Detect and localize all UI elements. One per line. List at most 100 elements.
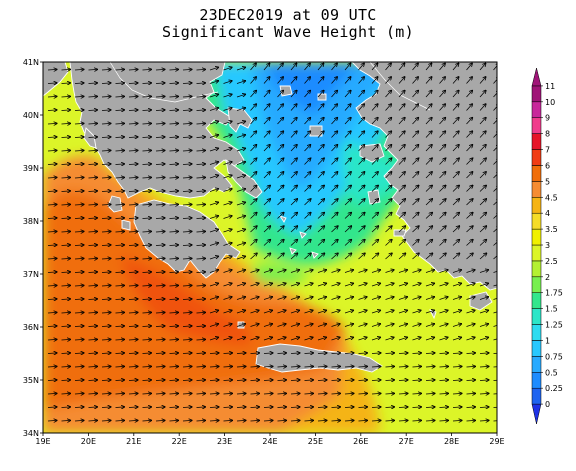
direction-arrow xyxy=(317,131,324,138)
longitude-label: 20E xyxy=(81,437,96,446)
direction-arrow xyxy=(155,69,165,70)
direction-arrow xyxy=(479,145,486,152)
direction-arrow xyxy=(47,191,57,192)
direction-arrow xyxy=(250,420,260,421)
direction-arrow xyxy=(290,297,300,300)
direction-arrow xyxy=(466,337,476,341)
direction-arrow xyxy=(452,158,459,165)
direction-arrow xyxy=(425,393,435,394)
direction-arrow xyxy=(236,366,246,367)
direction-arrow xyxy=(317,199,325,206)
direction-arrow xyxy=(196,177,206,178)
direction-arrow xyxy=(344,353,354,354)
direction-arrow xyxy=(344,324,354,327)
direction-arrow xyxy=(128,380,138,381)
direction-arrow xyxy=(142,299,152,300)
direction-arrow xyxy=(101,339,111,340)
direction-arrow xyxy=(182,69,192,70)
latitude-label: 41N xyxy=(23,58,39,67)
direction-arrow xyxy=(412,324,422,327)
direction-arrow xyxy=(236,189,246,192)
direction-arrow xyxy=(196,191,206,192)
direction-arrow xyxy=(61,353,71,354)
direction-arrow xyxy=(398,185,405,192)
direction-arrow xyxy=(398,239,406,246)
direction-arrow xyxy=(115,245,125,246)
direction-arrow xyxy=(452,283,462,287)
direction-arrow xyxy=(223,337,233,341)
direction-arrow xyxy=(344,366,354,367)
direction-arrow xyxy=(290,310,300,314)
direction-arrow xyxy=(439,337,449,341)
direction-arrow xyxy=(47,231,57,232)
direction-arrow xyxy=(196,123,206,124)
direction-arrow xyxy=(61,231,71,232)
direction-arrow xyxy=(61,326,71,327)
direction-arrow xyxy=(371,407,381,408)
direction-arrow xyxy=(317,239,325,246)
borders xyxy=(109,62,431,111)
direction-arrow xyxy=(493,393,497,395)
direction-arrow xyxy=(88,191,98,192)
direction-arrow xyxy=(425,199,433,206)
direction-arrow xyxy=(479,393,489,394)
colorbar-swatch xyxy=(531,372,542,389)
direction-arrow xyxy=(479,407,489,408)
direction-arrow xyxy=(331,393,341,394)
direction-arrow xyxy=(439,353,449,354)
direction-arrow xyxy=(304,283,314,287)
direction-arrow xyxy=(331,90,338,98)
direction-arrow xyxy=(290,77,297,84)
direction-arrow xyxy=(412,310,422,314)
direction-arrow xyxy=(74,285,84,286)
direction-arrow xyxy=(439,283,449,287)
direction-arrow xyxy=(47,164,57,165)
direction-arrow xyxy=(371,131,378,138)
direction-arrow xyxy=(304,199,312,206)
colorbar-swatch xyxy=(531,181,542,198)
direction-arrow xyxy=(479,212,487,219)
direction-arrow xyxy=(182,231,192,232)
direction-arrow xyxy=(128,258,138,259)
direction-arrow xyxy=(263,117,270,125)
direction-arrow xyxy=(452,145,459,152)
direction-arrow xyxy=(277,90,284,98)
direction-arrow xyxy=(425,253,433,260)
direction-arrow xyxy=(236,216,246,219)
direction-arrow xyxy=(128,353,138,354)
direction-arrow xyxy=(209,243,219,246)
direction-arrow xyxy=(182,366,192,367)
direction-arrow xyxy=(223,148,233,152)
direction-arrow xyxy=(169,150,179,151)
direction-arrow xyxy=(304,353,314,354)
direction-arrow xyxy=(142,69,152,70)
direction-arrow xyxy=(115,123,125,124)
direction-arrow xyxy=(277,172,284,179)
direction-arrow xyxy=(155,150,165,151)
direction-arrow xyxy=(128,204,138,205)
map-area xyxy=(43,62,497,433)
direction-arrow xyxy=(196,299,206,300)
direction-arrow xyxy=(236,202,246,206)
direction-arrow xyxy=(425,172,432,179)
direction-arrow xyxy=(358,212,366,219)
direction-arrow xyxy=(250,407,260,408)
direction-arrow xyxy=(371,90,378,98)
direction-arrow xyxy=(155,339,165,340)
direction-arrow xyxy=(371,297,381,300)
direction-arrow xyxy=(317,104,324,111)
direction-arrow xyxy=(385,90,392,98)
direction-arrow xyxy=(250,158,257,165)
direction-arrow xyxy=(209,420,219,421)
direction-arrow xyxy=(142,110,152,111)
direction-arrow xyxy=(250,270,260,273)
direction-arrow xyxy=(236,135,246,138)
direction-arrow xyxy=(412,366,422,367)
direction-arrow xyxy=(331,353,341,354)
direction-arrow xyxy=(452,353,462,354)
direction-arrow xyxy=(169,380,179,381)
direction-arrow xyxy=(412,90,419,98)
direction-arrow xyxy=(263,212,271,219)
direction-arrow xyxy=(209,121,219,125)
direction-arrow xyxy=(331,420,341,421)
